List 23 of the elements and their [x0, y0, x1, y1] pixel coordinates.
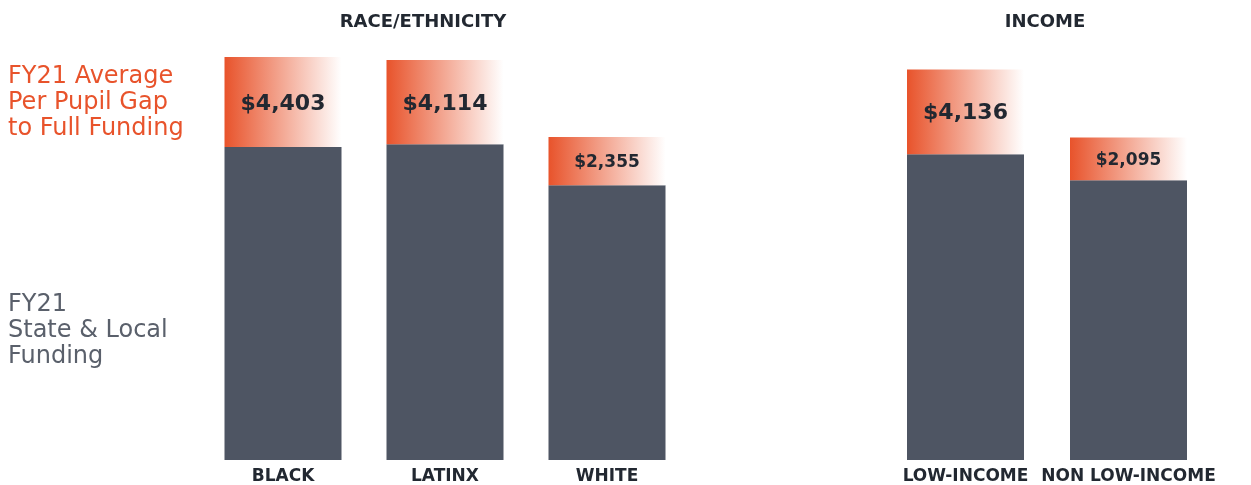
- bar: [1070, 180, 1187, 460]
- x-tick-label: WHITE: [575, 464, 639, 485]
- x-tick-label: NON LOW-INCOME: [1041, 464, 1216, 485]
- data-label: $4,403: [240, 89, 326, 115]
- bar: [386, 144, 504, 460]
- chart-title: INCOME: [1004, 9, 1086, 31]
- data-label: $2,355: [574, 151, 640, 172]
- text: FY21 State & Local Funding: [8, 289, 168, 369]
- data-label: $2,095: [1095, 148, 1162, 169]
- bar: [907, 69, 1024, 155]
- bar: [224, 57, 342, 148]
- bar: [548, 185, 666, 460]
- x-tick-label: LOW-INCOME: [902, 464, 1029, 485]
- x-tick-label: LATINX: [411, 464, 479, 485]
- bar: [386, 60, 504, 145]
- bar: [907, 154, 1024, 460]
- bar: [548, 136, 666, 186]
- data-label: $4,114: [402, 89, 488, 115]
- bar: [224, 147, 342, 460]
- chart-title: RACE/ETHNICITY: [339, 9, 508, 31]
- series-label: FY21 Average Per Pupil Gap to Full Funding: [8, 61, 184, 141]
- x-tick-label: BLACK: [251, 464, 316, 485]
- data-label: $4,136: [923, 99, 1008, 125]
